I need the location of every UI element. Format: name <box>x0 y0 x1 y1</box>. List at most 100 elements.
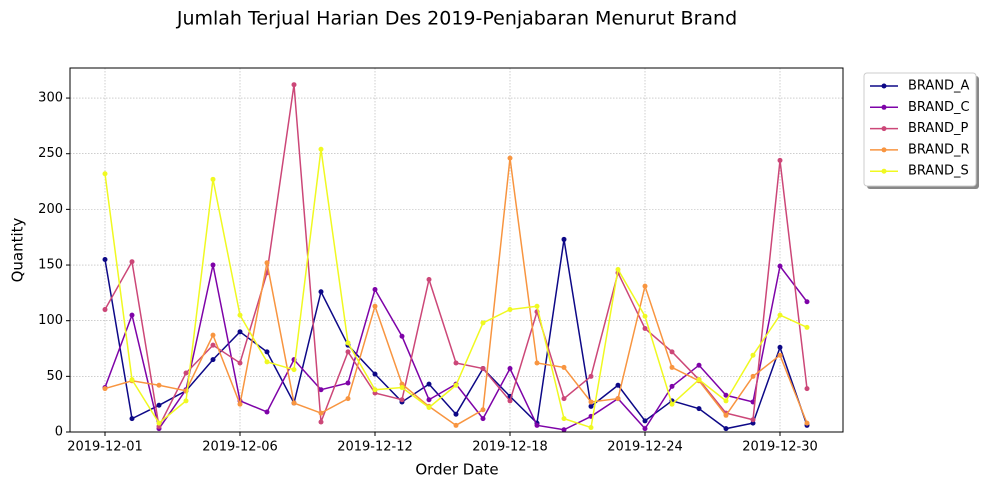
point <box>426 397 432 403</box>
series-line <box>104 239 808 430</box>
point <box>723 412 729 418</box>
point <box>615 396 621 402</box>
point <box>453 411 459 417</box>
legend-box <box>863 72 977 187</box>
x-tick-label: 2019-12-30 <box>742 440 818 455</box>
point <box>453 422 459 428</box>
point <box>696 377 702 383</box>
point <box>426 276 432 282</box>
point <box>264 260 270 266</box>
point <box>561 427 567 433</box>
point <box>345 380 351 386</box>
point <box>156 382 162 388</box>
point <box>264 409 270 415</box>
point <box>804 324 810 330</box>
point <box>750 417 756 423</box>
point <box>345 340 351 346</box>
point <box>669 364 675 370</box>
point <box>345 396 351 402</box>
legend-label: BRAND_R <box>908 142 970 157</box>
point <box>696 362 702 368</box>
point <box>642 418 648 424</box>
point <box>129 416 135 422</box>
point <box>318 387 324 393</box>
point <box>480 407 486 413</box>
point <box>642 283 648 289</box>
point <box>669 349 675 355</box>
legend-label: BRAND_S <box>908 164 969 179</box>
point <box>129 312 135 318</box>
point <box>345 349 351 355</box>
point <box>210 357 216 363</box>
y-tick-label: 300 <box>38 91 63 106</box>
point <box>372 387 378 393</box>
point <box>399 384 405 390</box>
point <box>642 313 648 319</box>
point <box>615 266 621 272</box>
point <box>318 410 324 416</box>
point <box>615 382 621 388</box>
point <box>723 426 729 432</box>
point <box>750 373 756 379</box>
point <box>102 171 108 177</box>
point <box>237 329 243 335</box>
point <box>777 157 783 163</box>
legend-marker <box>881 168 887 174</box>
x-tick-label: 2019-12-18 <box>472 440 548 455</box>
point <box>264 359 270 365</box>
point <box>750 352 756 358</box>
y-tick-label: 0 <box>55 425 63 440</box>
point <box>507 307 513 313</box>
point <box>561 396 567 402</box>
point <box>291 82 297 88</box>
point <box>588 425 594 431</box>
x-tick-label: 2019-12-24 <box>607 440 683 455</box>
point <box>453 360 459 366</box>
point <box>642 426 648 432</box>
point <box>804 386 810 392</box>
point <box>534 303 540 309</box>
x-tick-label: 2019-12-12 <box>337 440 413 455</box>
point <box>129 377 135 383</box>
legend-label: BRAND_C <box>908 100 970 115</box>
point <box>291 367 297 373</box>
point <box>129 259 135 265</box>
point <box>156 420 162 426</box>
legend-marker <box>881 104 887 110</box>
point <box>318 289 324 295</box>
plot-frame <box>69 67 844 433</box>
x-tick-label: 2019-12-06 <box>202 440 278 455</box>
point <box>723 392 729 398</box>
point <box>588 403 594 409</box>
point <box>588 399 594 405</box>
point <box>426 405 432 411</box>
point <box>777 312 783 318</box>
point <box>588 373 594 379</box>
point <box>804 420 810 426</box>
y-tick-label: 150 <box>38 258 63 273</box>
point <box>777 263 783 269</box>
x-tick-label: 2019-12-01 <box>67 440 143 455</box>
point <box>777 344 783 350</box>
legend-label: BRAND_A <box>908 79 970 94</box>
point <box>480 366 486 372</box>
point <box>102 307 108 313</box>
point <box>696 406 702 412</box>
point <box>480 320 486 326</box>
point <box>264 349 270 355</box>
point <box>318 419 324 425</box>
point <box>480 416 486 422</box>
point <box>318 146 324 152</box>
point <box>183 370 189 376</box>
point <box>534 360 540 366</box>
point <box>777 352 783 358</box>
y-tick-label: 250 <box>38 146 63 161</box>
point <box>237 401 243 407</box>
point <box>372 303 378 309</box>
point <box>804 299 810 305</box>
point <box>210 342 216 348</box>
y-tick-label: 50 <box>46 369 63 384</box>
point <box>507 155 513 161</box>
point <box>642 325 648 331</box>
